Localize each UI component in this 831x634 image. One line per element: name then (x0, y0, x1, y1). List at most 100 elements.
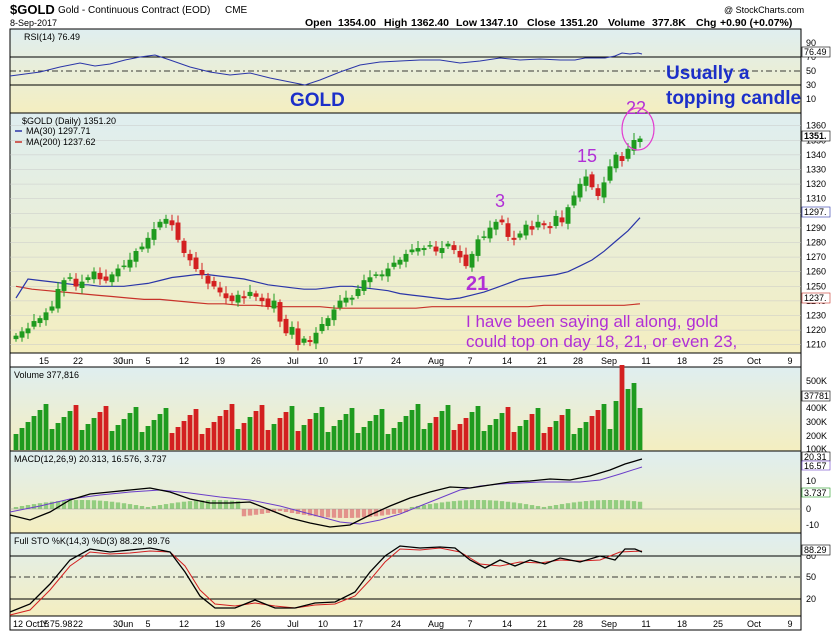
volume-bar (337, 420, 343, 450)
candle-body (379, 274, 385, 277)
volume-bar (169, 433, 175, 450)
macd-hist-bar (79, 500, 85, 509)
candle-body (331, 309, 337, 321)
candle-body (445, 243, 451, 247)
volume-bar (595, 410, 601, 450)
symbol: $GOLD (10, 2, 55, 17)
candle-body (223, 293, 229, 299)
price-tick: 1360 (806, 121, 826, 131)
macd-hist-bar (487, 500, 493, 509)
candle-body (37, 318, 43, 324)
price-tick: 1290 (806, 223, 826, 233)
sto-label: Full STO %K(14,3) %D(3) 88.29, 89.76 (14, 536, 170, 546)
candle-body (349, 297, 355, 300)
volume-bar (151, 420, 157, 450)
candle-body (145, 237, 151, 249)
x-tick: Jul (287, 619, 299, 629)
volume-bar (529, 414, 535, 450)
candle-body (319, 324, 325, 332)
macd-hist-bar (325, 509, 331, 518)
macd-hist-bar (433, 503, 439, 509)
macd-hist-bar (601, 500, 607, 509)
volume-bar (397, 422, 403, 450)
volume-bar (445, 405, 451, 450)
x-tick: 25 (713, 356, 723, 366)
low-label: Low (456, 17, 478, 29)
macd-hist-value: 3.737 (804, 488, 827, 498)
candle-body (535, 221, 541, 228)
volume-bar (469, 412, 475, 450)
volume-bar (283, 412, 289, 450)
price-tick: 1210 (806, 340, 826, 350)
macd-hist-bar (181, 501, 187, 509)
price-tick: 1270 (806, 252, 826, 262)
candle-body (565, 207, 571, 224)
volume-bar (493, 419, 499, 450)
sto-grid (10, 555, 801, 600)
macd-signal-line (9, 466, 643, 525)
volume-bar (31, 416, 37, 450)
ma30-line (15, 217, 641, 301)
macd-hist-bar (421, 505, 427, 509)
volume-bar (103, 406, 109, 450)
macd-hist-bar (31, 504, 37, 509)
x-tick: 22 (73, 356, 83, 366)
macd-hist-bar (55, 501, 61, 509)
candle-body (181, 240, 187, 253)
candle-body (337, 300, 343, 308)
x-tick: 11 (641, 356, 650, 366)
candle-body (571, 195, 577, 206)
candle-body (241, 296, 247, 299)
macd-hist-bar (259, 509, 265, 514)
volume-bar (67, 411, 73, 450)
candle-body (19, 331, 25, 338)
macd-value: 20.31 (804, 452, 827, 462)
price-candles (13, 132, 643, 351)
macd-hist-bar (241, 509, 247, 517)
candle-body (631, 140, 637, 151)
macd-hist-bar (535, 506, 541, 509)
rsi-tick-50: 50 (806, 66, 816, 76)
candle-body (451, 245, 457, 251)
price-last-value: 1351. (804, 131, 827, 141)
macd-signal-value: 16.57 (804, 461, 827, 471)
macd-hist-bar (379, 509, 385, 516)
candle-body (247, 291, 253, 297)
macd-hist-bar (283, 509, 289, 513)
macd-hist-bar (529, 505, 535, 509)
sto-d-line (9, 547, 643, 616)
candle-body (61, 280, 67, 291)
x-tick: 18 (677, 356, 687, 366)
volume-bar (121, 419, 127, 450)
candle-body (481, 236, 487, 238)
footer-note: 12 Oct Y:75.98 (13, 619, 72, 629)
x-tick: 17 (353, 356, 363, 366)
candle-body (595, 188, 601, 197)
macd-hist-bar (607, 500, 613, 509)
x-tick: 21 (537, 356, 547, 366)
macd-hist-bar (565, 503, 571, 509)
x-tick: 12 (179, 356, 189, 366)
open-label: Open (305, 17, 332, 29)
volume-bars (13, 365, 643, 450)
candle-body (619, 156, 625, 161)
volume-bar (307, 419, 313, 450)
macd-hist-bar (67, 500, 73, 509)
rsi-line (9, 52, 643, 86)
candle-body (313, 332, 319, 344)
macd-hist-bar (127, 504, 133, 509)
macd-hist-bar (463, 500, 469, 509)
volume-bar (91, 418, 97, 450)
exchange: CME (225, 5, 248, 16)
x-tick: Sep (601, 356, 617, 366)
volume-bar (127, 413, 133, 450)
volume-bar (253, 411, 259, 450)
x-tick: Aug (428, 619, 444, 629)
volume-bar (559, 415, 565, 450)
macd-hist-bar (361, 509, 367, 518)
candle-body (43, 312, 49, 321)
volume-bar (427, 423, 433, 450)
volume-bar (631, 383, 637, 450)
candle-body (109, 274, 115, 283)
macd-hist-bar (397, 509, 403, 513)
